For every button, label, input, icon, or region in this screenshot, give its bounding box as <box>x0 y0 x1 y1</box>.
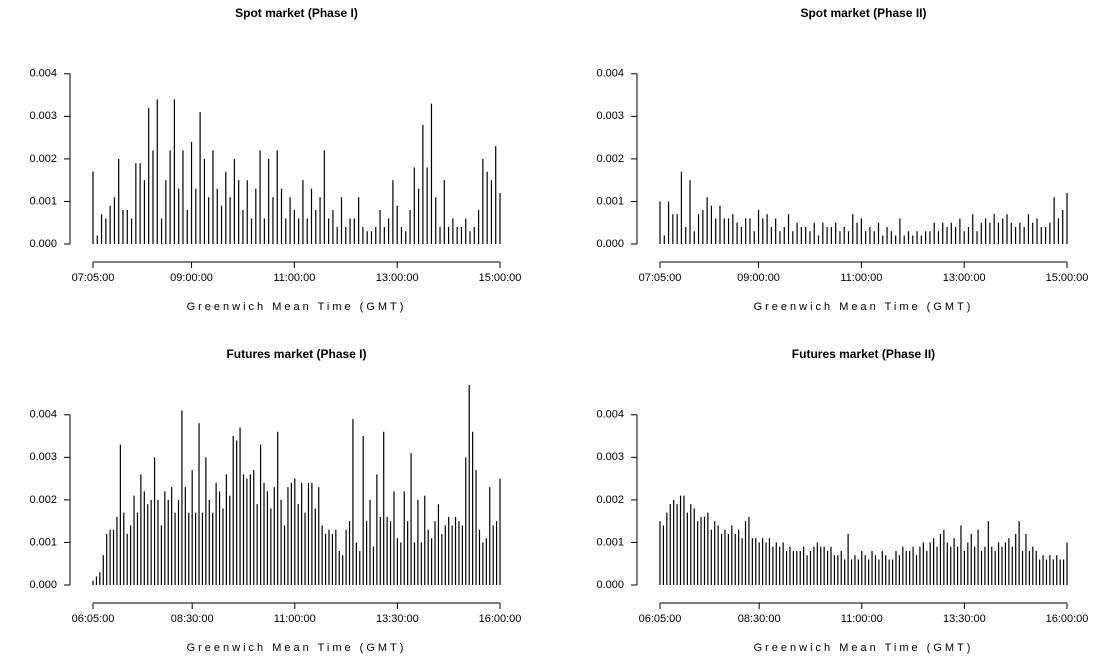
x-tick-label: 09:00:00 <box>737 272 780 284</box>
x-tick-label: 16:00:00 <box>479 613 522 625</box>
x-tick-label: 06:05:00 <box>72 613 115 625</box>
x-tick-label: 11:00:00 <box>840 272 882 284</box>
x-tick-label: 11:00:00 <box>841 613 883 625</box>
y-tick-label: 0.002 <box>29 153 57 165</box>
x-tick-label: 13:00:00 <box>943 272 986 284</box>
x-tick-label: 15:00:00 <box>1046 272 1089 284</box>
y-tick-label: 0.002 <box>596 494 624 506</box>
y-tick-label: 0.000 <box>596 238 624 250</box>
x-tick-label: 13:30:00 <box>943 613 986 625</box>
chart-title: Spot market (Phase I) <box>235 6 358 20</box>
y-tick-label: 0.001 <box>596 195 624 207</box>
y-tick-label: 0.000 <box>596 579 624 591</box>
x-axis-label: Greenwich Mean Time (GMT) <box>187 301 407 313</box>
y-tick-label: 0.004 <box>29 68 57 80</box>
x-tick-label: 13:30:00 <box>376 613 419 625</box>
y-tick-label: 0.003 <box>29 451 57 463</box>
y-tick-label: 0.004 <box>596 409 624 421</box>
x-tick-label: 09:00:00 <box>170 272 213 284</box>
y-tick-label: 0.001 <box>596 536 624 548</box>
x-axis-label: Greenwich Mean Time (GMT) <box>754 301 974 313</box>
y-tick-label: 0.003 <box>29 110 57 122</box>
y-tick-label: 0.003 <box>596 110 624 122</box>
y-tick-label: 0.000 <box>29 238 57 250</box>
y-tick-label: 0.001 <box>29 195 57 207</box>
chart-title: Spot market (Phase II) <box>800 6 926 20</box>
chart-title: Futures market (Phase I) <box>226 347 366 361</box>
x-tick-label: 07:05:00 <box>639 272 682 284</box>
y-tick-label: 0.004 <box>596 68 624 80</box>
y-tick-label: 0.002 <box>29 494 57 506</box>
x-tick-label: 11:00:00 <box>273 272 315 284</box>
x-tick-label: 16:00:00 <box>1046 613 1089 625</box>
y-tick-label: 0.003 <box>596 451 624 463</box>
x-tick-label: 15:00:00 <box>479 272 522 284</box>
y-tick-label: 0.001 <box>29 536 57 548</box>
x-axis-label: Greenwich Mean Time (GMT) <box>187 642 407 654</box>
x-tick-label: 11:00:00 <box>274 613 316 625</box>
x-tick-label: 07:05:00 <box>72 272 115 284</box>
x-tick-label: 08:30:00 <box>738 613 781 625</box>
chart-title: Futures market (Phase II) <box>792 347 935 361</box>
x-tick-label: 06:05:00 <box>639 613 682 625</box>
y-tick-label: 0.002 <box>596 153 624 165</box>
x-tick-label: 08:30:00 <box>171 613 214 625</box>
y-tick-label: 0.000 <box>29 579 57 591</box>
x-axis-label: Greenwich Mean Time (GMT) <box>754 642 974 654</box>
y-tick-label: 0.004 <box>29 409 57 421</box>
x-tick-label: 13:00:00 <box>376 272 419 284</box>
